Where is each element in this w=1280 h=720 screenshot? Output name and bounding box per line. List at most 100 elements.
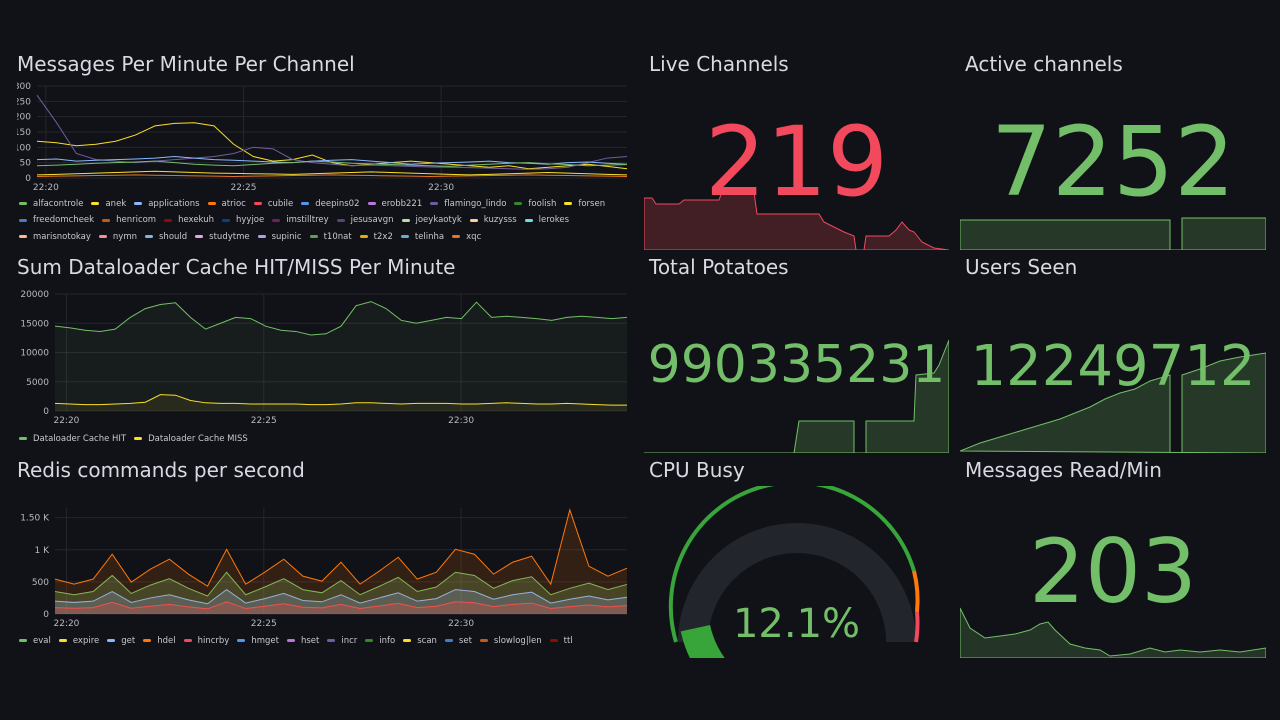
legend-swatch <box>19 202 27 205</box>
legend-item[interactable]: scan <box>403 633 437 649</box>
legend-label: deepins02 <box>315 198 360 209</box>
y-tick-label: 50 <box>20 159 32 169</box>
legend-item[interactable]: flamingo_lindo <box>430 196 506 212</box>
legend-label: jesusavgn <box>350 215 394 225</box>
series-line <box>36 170 628 176</box>
legend-item[interactable]: get <box>107 633 135 649</box>
series-line <box>54 588 628 605</box>
redis-stacked-chart[interactable]: 0 500 1 K 1.50 K 22:20 22:25 22:30 <box>17 492 629 637</box>
y-tick-label: 1 K <box>35 546 51 556</box>
legend-label: marisnotokay <box>33 231 91 242</box>
legend-item[interactable]: hset <box>286 633 319 649</box>
legend-label: alfacontrole <box>33 198 84 209</box>
legend-item[interactable]: cubile <box>253 196 293 212</box>
legend-label: hmget <box>251 635 279 646</box>
legend-item[interactable]: expire <box>58 633 99 649</box>
legend-swatch <box>91 202 100 205</box>
legend-item[interactable]: supinic <box>257 229 302 245</box>
legend-item[interactable]: alfacontrole <box>19 196 83 212</box>
legend-label: hincrby <box>197 635 230 646</box>
legend-item[interactable]: deepins02 <box>301 196 360 212</box>
legend-swatch <box>400 235 409 238</box>
legend-item[interactable]: erobb221 <box>367 196 422 212</box>
legend-item[interactable]: incr <box>327 633 357 649</box>
legend-label: henricom <box>116 215 157 225</box>
legend-item[interactable]: hmget <box>237 633 279 649</box>
legend-item[interactable]: joeykaotyk <box>401 212 462 228</box>
legend-label: info <box>379 635 396 646</box>
legend-item[interactable]: foolish <box>514 196 556 212</box>
messages-per-minute-panel: Messages Per Minute Per Channel 0 50 100 15… <box>17 52 629 247</box>
legend-item[interactable]: slowlog|len <box>479 633 542 649</box>
legend-item[interactable]: t10nat <box>309 229 352 245</box>
legend-item[interactable]: hdel <box>143 633 176 649</box>
legend-item[interactable]: should <box>145 229 187 245</box>
legend-swatch <box>549 639 558 642</box>
legend-item[interactable]: kuzysss <box>469 212 517 228</box>
series-area <box>55 509 627 614</box>
legend-swatch <box>452 235 461 238</box>
series-area <box>55 394 627 411</box>
legend-swatch <box>286 639 295 642</box>
y-tick-label: 1.50 K <box>20 514 50 524</box>
redis-commands-panel: Redis commands per second 0 500 1 K 1.50 K 2… <box>17 458 629 658</box>
series-line <box>36 174 628 177</box>
x-tick-label: 22:20 <box>53 619 79 629</box>
legend-item[interactable]: studytme <box>195 229 250 245</box>
active-channels-value: 7252 <box>990 106 1236 218</box>
legend-item[interactable]: xqc <box>452 229 481 245</box>
legend-item[interactable]: anek <box>91 196 126 212</box>
legend-swatch <box>195 235 204 238</box>
y-tick-label: 0 <box>25 174 31 184</box>
legend-swatch <box>58 639 67 642</box>
y-tick-label: 0 <box>43 610 49 620</box>
legend-item[interactable]: lerokes <box>524 212 569 228</box>
legend-item[interactable]: henricom <box>102 212 156 228</box>
legend-item[interactable]: info <box>365 633 395 649</box>
legend-item[interactable]: hexekuh <box>164 212 214 228</box>
legend-swatch <box>257 235 266 238</box>
legend-item[interactable]: set <box>444 633 472 649</box>
legend-label: nymn <box>112 231 137 242</box>
active-channels-panel: Active channels 7252 <box>960 52 1266 250</box>
legend-item[interactable]: telinha <box>400 229 444 245</box>
legend-item[interactable]: atrioc <box>207 196 246 212</box>
legend-item[interactable]: imstilltrey <box>272 212 329 228</box>
x-tick-label: 22:20 <box>53 416 79 426</box>
y-tick-label: 10000 <box>20 349 49 359</box>
series-line <box>54 601 628 610</box>
active-channels-sparkline <box>960 217 1266 250</box>
legend-item[interactable]: applications <box>134 196 200 212</box>
legend-label: atrioc <box>221 198 246 209</box>
messages-line-chart[interactable]: 0 50 100 150 200 250 300 22:20 22:25 22:30 <box>17 82 629 197</box>
total-potatoes-value: 990335231 <box>647 335 946 395</box>
y-tick-label: 100 <box>17 143 31 153</box>
cpu-busy-value: 12.1% <box>732 601 861 647</box>
legend-item[interactable]: Dataloader Cache HIT <box>19 431 126 447</box>
legend-item[interactable]: freedomcheek <box>19 212 94 228</box>
panel-title: CPU Busy <box>649 458 745 482</box>
legend-item[interactable]: Dataloader Cache MISS <box>134 431 248 447</box>
legend-item[interactable]: eval <box>19 633 51 649</box>
series-area <box>55 301 627 411</box>
dataloader-cache-panel: Sum Dataloader Cache HIT/MISS Per Minute… <box>17 255 629 450</box>
y-tick-label: 300 <box>17 82 31 92</box>
legend-item[interactable]: hyyjoe <box>222 212 264 228</box>
legend-swatch <box>143 639 152 642</box>
cache-area-chart[interactable]: 0 5000 10000 15000 20000 22:20 22:25 22:30 <box>17 285 629 435</box>
legend-item[interactable]: hincrby <box>183 633 230 649</box>
legend-swatch <box>145 235 153 238</box>
legend-label: get <box>121 635 136 646</box>
legend-item[interactable]: forsen <box>564 196 605 212</box>
legend-item[interactable]: marisnotokay <box>19 229 91 245</box>
legend-item[interactable]: nymn <box>98 229 137 245</box>
legend-label: applications <box>148 198 200 209</box>
legend-swatch <box>309 235 318 238</box>
cpu-gauge-fill <box>680 624 725 658</box>
legend-item[interactable]: t2x2 <box>359 229 393 245</box>
series-line <box>54 508 628 587</box>
series-line <box>54 301 628 336</box>
x-tick-label: 22:25 <box>251 619 277 629</box>
legend-item[interactable]: jesusavgn <box>336 212 394 228</box>
legend-item[interactable]: ttl <box>549 633 573 649</box>
